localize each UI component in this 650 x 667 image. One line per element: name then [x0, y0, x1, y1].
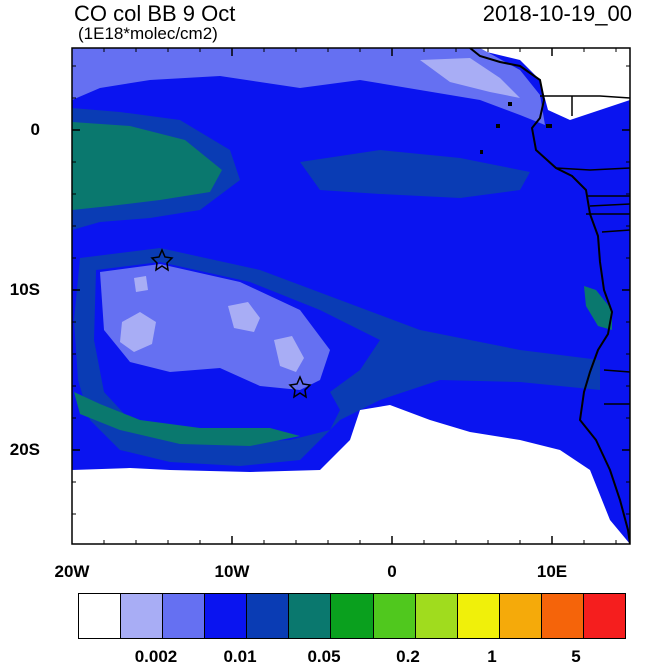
- north-band-lighter: [420, 58, 520, 98]
- colorbar: [78, 593, 626, 639]
- y-label-0: 0: [30, 120, 40, 139]
- colorbar-label-5: 5: [571, 647, 581, 666]
- plot-title: CO col BB 9 Oct: [74, 1, 236, 26]
- y-label-20s: 20S: [9, 440, 40, 459]
- colorbar-swatch-1: [121, 594, 164, 638]
- colorbar-label-0002: 0.002: [134, 647, 178, 666]
- star-marker-south: [288, 375, 312, 399]
- colorbar-swatch-7: [373, 594, 416, 638]
- colorbar-label-005: 0.05: [307, 647, 341, 666]
- plume-light-b: [228, 302, 260, 332]
- plot-date: 2018-10-19_00: [482, 1, 632, 26]
- x-label-10w: 10W: [214, 562, 250, 581]
- star-marker-north: [150, 248, 174, 272]
- plume-light-c: [274, 336, 304, 372]
- colorbar-label-001: 0.01: [223, 647, 257, 666]
- coastline: [469, 48, 630, 544]
- north-band-light: [72, 48, 545, 125]
- plume-medium: [100, 264, 330, 390]
- colorbar-swatch-4: [247, 594, 290, 638]
- y-minor-ticks: [72, 65, 630, 515]
- border-lines: [540, 95, 630, 405]
- colorbar-swatch-6: [331, 594, 374, 638]
- colorbar-swatch-2: [163, 594, 206, 638]
- x-label-0: 0: [387, 562, 397, 581]
- clear-area: [72, 405, 630, 544]
- colorbar-swatch-5: [289, 594, 332, 638]
- colorbar-swatch-9: [457, 594, 500, 638]
- colorbar-swatch-3: [205, 594, 248, 638]
- y-label-10s: 10S: [9, 280, 40, 299]
- southwest-green: [74, 392, 300, 446]
- colorbar-swatch-0: [79, 594, 122, 638]
- map-figure: [71, 47, 631, 545]
- plume-light-d: [134, 276, 148, 292]
- plot-frame: [71, 47, 631, 545]
- central-band-dark: [300, 150, 530, 198]
- coast-green: [584, 286, 612, 330]
- colorbar-swatch-11: [541, 594, 584, 638]
- plume-light-a: [120, 312, 156, 352]
- colorbar-swatch-12: [583, 594, 626, 638]
- x-label-10e: 10E: [536, 562, 568, 581]
- x-ticks: [231, 48, 553, 544]
- colorbar-label-1: 1: [487, 647, 497, 666]
- y-ticks: [72, 129, 630, 451]
- x-label-20w: 20W: [54, 562, 90, 581]
- colorbar-swatch-8: [415, 594, 458, 638]
- plot-units: (1E18*molec/cm2): [78, 24, 218, 43]
- x-minor-ticks: [103, 48, 617, 544]
- land-africa: [470, 48, 630, 120]
- west-patch-green: [72, 122, 222, 210]
- colorbar-swatch-10: [499, 594, 542, 638]
- colorbar-label-02: 0.2: [396, 647, 420, 666]
